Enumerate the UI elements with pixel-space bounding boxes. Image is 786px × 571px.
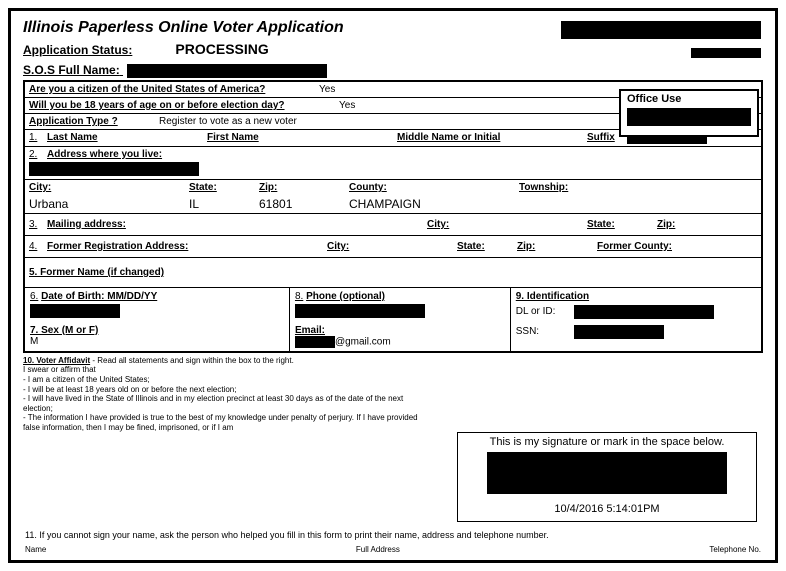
sec8-num: 8. bbox=[295, 291, 303, 302]
row-6-9: 6. Date of Birth: MM/DD/YY 7. Sex (M or … bbox=[25, 288, 761, 351]
signature-box: This is my signature or mark in the spac… bbox=[457, 432, 757, 522]
phone-redacted bbox=[295, 304, 425, 318]
footer-labels: Name Full Address Telephone No. bbox=[25, 545, 761, 554]
val-state: IL bbox=[189, 197, 259, 211]
sos-name-row: S.O.S Full Name: bbox=[23, 63, 763, 78]
sig-label: This is my signature or mark in the spac… bbox=[458, 436, 756, 448]
top-redact-block bbox=[561, 21, 761, 58]
addr-redacted bbox=[29, 162, 199, 176]
row-addr-header: 2. Address where you live: bbox=[25, 147, 761, 162]
office-use-label: Office Use bbox=[627, 93, 751, 105]
a-age: Yes bbox=[339, 100, 355, 111]
sec5-label: 5. Former Name (if changed) bbox=[29, 267, 164, 278]
lbl-former-state: State: bbox=[457, 241, 517, 252]
sec6-num: 6. bbox=[30, 291, 38, 302]
lbl-dob: Date of Birth: MM/DD/YY bbox=[41, 291, 157, 302]
ft-addr: Full Address bbox=[356, 545, 400, 554]
aff-swear: I swear or affirm that bbox=[23, 365, 96, 374]
a-citizen: Yes bbox=[319, 84, 335, 95]
row-former-reg: 4. Former Registration Address: City: St… bbox=[25, 236, 761, 258]
val-sex: M bbox=[30, 336, 38, 347]
col-identification: 9. Identification DL or ID: SSN: bbox=[511, 288, 761, 351]
ft-tel: Telephone No. bbox=[709, 545, 761, 554]
ft-name: Name bbox=[25, 545, 46, 554]
lbl-middle: Middle Name or Initial bbox=[397, 132, 587, 143]
val-email-suffix: @gmail.com bbox=[335, 336, 391, 347]
ssn-redacted bbox=[574, 325, 664, 339]
lbl-phone: Phone (optional) bbox=[306, 291, 385, 302]
affidavit-block: 10. Voter Affidavit - Read all statement… bbox=[23, 353, 430, 433]
sec10-intro: - Read all statements and sign within th… bbox=[90, 356, 294, 365]
sos-name-redacted bbox=[127, 64, 327, 78]
aff-1: - I am a citizen of the United States; bbox=[23, 375, 150, 384]
office-use-box: Office Use bbox=[619, 89, 759, 137]
status-label: Application Status: bbox=[23, 43, 132, 57]
lbl-email: Email: bbox=[295, 325, 325, 336]
row-mailing: 3. Mailing address: City: State: Zip: bbox=[25, 214, 761, 236]
a-apptype: Register to vote as a new voter bbox=[159, 116, 297, 127]
lbl-city: City: bbox=[29, 182, 189, 193]
lbl-mailing: Mailing address: bbox=[47, 219, 427, 230]
row-former-name: 5. Former Name (if changed) bbox=[25, 258, 761, 288]
row-city-values: Urbana IL 61801 CHAMPAIGN bbox=[25, 195, 761, 214]
sec10-title: 10. Voter Affidavit bbox=[23, 356, 90, 365]
lbl-lastname: Last Name bbox=[47, 132, 207, 143]
sec1-num: 1. bbox=[29, 132, 47, 143]
val-county: CHAMPAIGN bbox=[349, 197, 519, 211]
lbl-former-county: Former County: bbox=[597, 241, 672, 252]
aff-4: - The information I have provided is tru… bbox=[23, 413, 418, 432]
dob-redacted bbox=[30, 304, 120, 318]
sig-timestamp: 10/4/2016 5:14:01PM bbox=[458, 503, 756, 515]
sec2-num: 2. bbox=[29, 149, 47, 160]
signature-redacted bbox=[487, 452, 727, 494]
lbl-addr: Address where you live: bbox=[47, 149, 162, 160]
lbl-ssn: SSN: bbox=[516, 326, 571, 337]
lbl-former-city: City: bbox=[327, 241, 457, 252]
lbl-county: County: bbox=[349, 182, 519, 193]
aff-2: - I will be at least 18 years old on or … bbox=[23, 385, 236, 394]
lbl-dlid: DL or ID: bbox=[516, 306, 571, 317]
email-redacted bbox=[295, 336, 335, 348]
dlid-redacted bbox=[574, 305, 714, 319]
q-citizen: Are you a citizen of the United States o… bbox=[29, 84, 319, 95]
sec7-label: 7. Sex (M or F) bbox=[30, 325, 98, 336]
q-age: Will you be 18 years of age on or before… bbox=[29, 100, 339, 111]
lbl-former-zip: Zip: bbox=[517, 241, 597, 252]
sec9-label: 9. Identification bbox=[516, 291, 589, 302]
sos-label: S.O.S Full Name: bbox=[23, 63, 120, 77]
lbl-zip: Zip: bbox=[259, 182, 349, 193]
lbl-township: Township: bbox=[519, 182, 568, 193]
lbl-mail-city: City: bbox=[427, 219, 587, 230]
col-phone-email: 8. Phone (optional) Email: @gmail.com bbox=[290, 288, 511, 351]
q11-text: 11. If you cannot sign your name, ask th… bbox=[25, 530, 549, 540]
aff-3: - I will have lived in the State of Illi… bbox=[23, 394, 403, 413]
status-value: PROCESSING bbox=[175, 41, 268, 57]
lbl-mail-zip: Zip: bbox=[657, 219, 675, 230]
col-dob-sex: 6. Date of Birth: MM/DD/YY 7. Sex (M or … bbox=[25, 288, 290, 351]
row-city-header: City: State: Zip: County: Township: bbox=[25, 180, 761, 195]
val-city: Urbana bbox=[29, 197, 189, 211]
val-zip: 61801 bbox=[259, 197, 349, 211]
form-container: Illinois Paperless Online Voter Applicat… bbox=[8, 8, 778, 563]
lbl-former-reg: Former Registration Address: bbox=[47, 241, 327, 252]
lbl-mail-state: State: bbox=[587, 219, 657, 230]
sec4-num: 4. bbox=[29, 241, 47, 252]
row-addr-redact bbox=[25, 162, 761, 180]
lbl-firstname: First Name bbox=[207, 132, 397, 143]
office-use-redacted bbox=[627, 108, 751, 126]
q-apptype: Application Type ? bbox=[29, 116, 159, 127]
sec3-num: 3. bbox=[29, 219, 47, 230]
lbl-state: State: bbox=[189, 182, 259, 193]
